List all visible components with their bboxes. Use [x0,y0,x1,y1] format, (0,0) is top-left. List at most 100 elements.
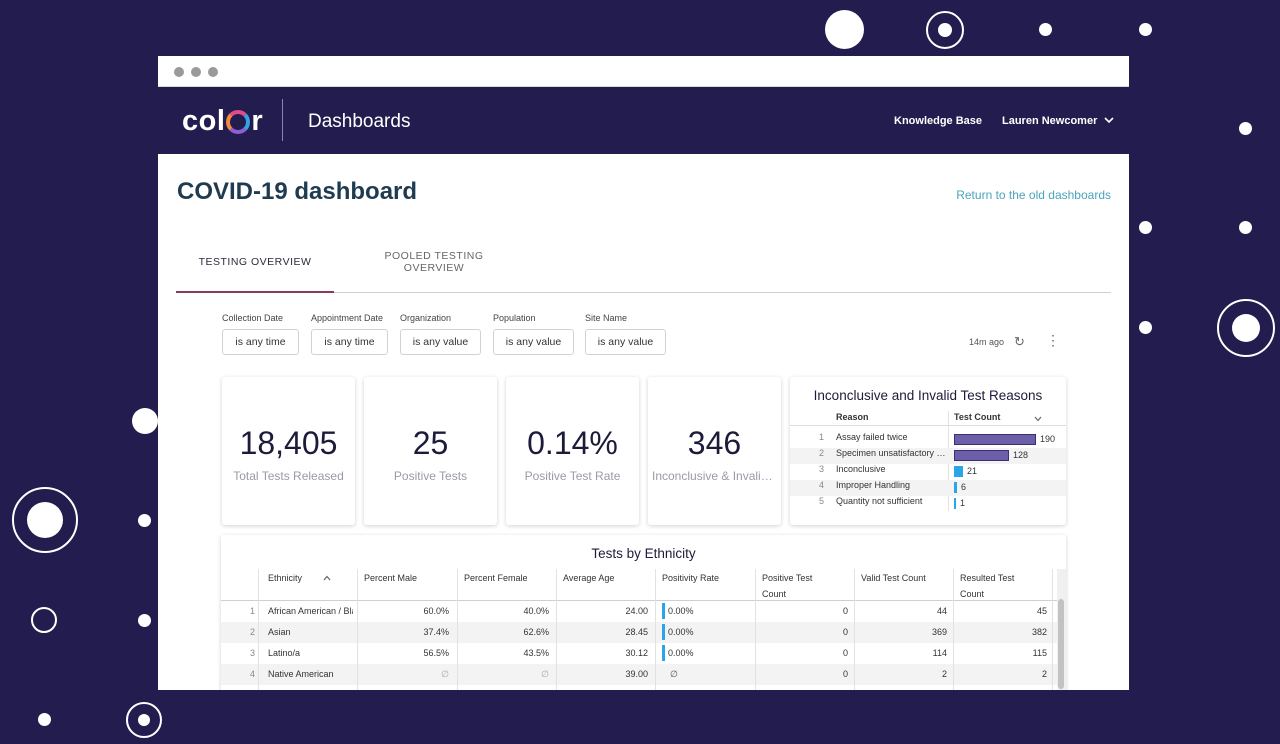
panel-title: Tests by Ethnicity [591,546,696,561]
table-row: 1 African American / Black 60.0% 40.0% 24.00… [221,601,1057,622]
decor-dot [1239,221,1252,234]
tab-label: TESTING OVERVIEW [198,256,312,268]
column-divider [357,569,358,690]
header-divider [221,600,1057,601]
table-scrollbar[interactable] [1057,569,1066,690]
percent-female-cell: 43.5% [523,648,549,658]
column-divider [556,569,557,690]
row-number: 4 [249,669,255,679]
table-row: 4 Native American ∅ ∅ 39.00 ∅ 0 2 2 [221,664,1057,685]
filter-site-name[interactable]: is any value [585,329,666,355]
filter-label: Site Name [585,313,628,323]
kpi-card-positive-rate: 0.14% Positive Test Rate [506,377,639,525]
filter-appointment-date[interactable]: is any time [311,329,388,355]
column-header-valid-test-count[interactable]: Valid Test Count [861,573,926,583]
kpi-label: Positive Tests [393,469,468,483]
percent-male-cell: 56.5% [423,648,449,658]
column-header-positivity-rate[interactable]: Positivity Rate [662,573,720,583]
column-header-positive-test-count[interactable]: Positive Test Count [762,570,812,602]
average-age-cell: 28.45 [625,627,648,637]
tab-pooled-testing-overview[interactable]: POOLED TESTING OVERVIEW [368,250,500,274]
percent-male-cell: 60.0% [423,606,449,616]
header-label: Count [960,589,985,599]
knowledge-base-link[interactable]: Knowledge Base [894,115,983,127]
kpi-value: 25 [412,425,449,461]
column-header-resulted-test-count[interactable]: Resulted Test Count [960,570,1014,602]
reason-text: Quantity not sufficient [836,496,923,506]
kpi-value: 0.14% [527,425,618,461]
filter-collection-date[interactable]: is any time [222,329,299,355]
more-options-icon[interactable]: ⋮ [1046,332,1060,348]
refresh-icon[interactable]: ↻ [1014,334,1025,349]
table-row: 3 Latino/a 56.5% 43.5% 30.12 0.00% 0 114 115 [221,643,1057,664]
decor-ring [926,11,964,49]
decor-dot [1139,23,1152,36]
panel-title: Inconclusive and Invalid Test Reasons [813,388,1043,403]
user-menu[interactable]: Lauren Newcomer [1002,115,1115,127]
row-number: 1 [818,432,824,442]
positivity-bar [662,645,665,661]
column-header-percent-female[interactable]: Percent Female [464,573,528,583]
column-header-test-count[interactable]: Test Count [954,412,1001,422]
row-number: 2 [249,627,255,637]
count-value: 190 [1040,434,1056,444]
reason-row: 2 Specimen unsatisfactory for testing 128 [790,448,1066,464]
user-name: Lauren Newcomer [1002,115,1098,127]
row-number: 4 [818,480,824,490]
count-value: 21 [967,466,978,476]
column-header-reason[interactable]: Reason [836,412,869,422]
last-updated: 14m ago [969,337,1005,347]
column-header-percent-male[interactable]: Percent Male [364,573,418,583]
inconclusive-reasons-panel: Inconclusive and Invalid Test Reasons Re… [790,377,1066,525]
tab-testing-overview[interactable]: TESTING OVERVIEW [176,256,334,268]
resulted-test-count-cell: 45 [1036,606,1047,616]
browser-window: col r Dashboards Knowledge Base Lauren Ne… [158,56,1129,690]
row-number: 1 [249,606,255,616]
count-bar [954,482,957,493]
reason-row: 1 Assay failed twice 190 [790,432,1066,448]
column-header-average-age[interactable]: Average Age [563,573,615,583]
header-divider [790,425,1066,426]
row-number: 3 [818,464,824,474]
percent-male-cell: 37.4% [423,627,449,637]
kpi-card-inconclusive: 346 Inconclusive & Invalid Tests [648,377,781,525]
header-label: Ethnicity [268,573,303,583]
header-divider [282,99,283,141]
tab-label: POOLED TESTING [384,250,484,262]
decor-dot [138,514,151,527]
decor-ring [12,487,78,553]
ethnicity-cell: Latino/a [268,648,301,658]
reason-row: 3 Inconclusive 21 [790,464,1066,480]
decor-ring [126,702,162,738]
color-logo[interactable]: col r [182,105,264,137]
reason-text: Assay failed twice [836,432,908,442]
valid-test-count-cell: 369 [931,627,947,637]
active-tab-indicator [176,291,334,293]
column-divider [258,569,259,690]
return-old-dashboards-link[interactable]: Return to the old dashboards [956,188,1111,202]
positivity-rate-cell: ∅ [670,669,678,679]
positive-test-count-cell: 0 [842,669,848,679]
reason-text: Improper Handling [836,480,911,490]
decor-dot [1139,321,1152,334]
average-age-cell: 30.12 [625,648,648,658]
chevron-down-icon[interactable] [1034,416,1042,422]
filter-population[interactable]: is any value [493,329,574,355]
count-bar [954,466,963,477]
page-title: COVID-19 dashboard [177,178,418,205]
reason-text: Inconclusive [836,464,886,474]
scrollbar-thumb[interactable] [1058,599,1064,689]
header-label: Count [762,589,787,599]
kpi-value: 18,405 [239,425,338,461]
column-header-ethnicity[interactable]: Ethnicity [268,570,331,586]
positive-test-count-cell: 0 [842,606,848,616]
kpi-label: Positive Test Rate [524,469,621,483]
column-divider [655,569,656,690]
kpi-card-positive-tests: 25 Positive Tests [364,377,497,525]
count-bar [954,434,1036,445]
filter-organization[interactable]: is any value [400,329,481,355]
table-row: 2 Asian 37.4% 62.6% 28.45 0.00% 0 369 382 [221,622,1057,643]
valid-test-count-cell: 44 [936,606,947,616]
positivity-rate-cell: 0.00% [668,606,694,616]
column-divider [1052,569,1053,690]
